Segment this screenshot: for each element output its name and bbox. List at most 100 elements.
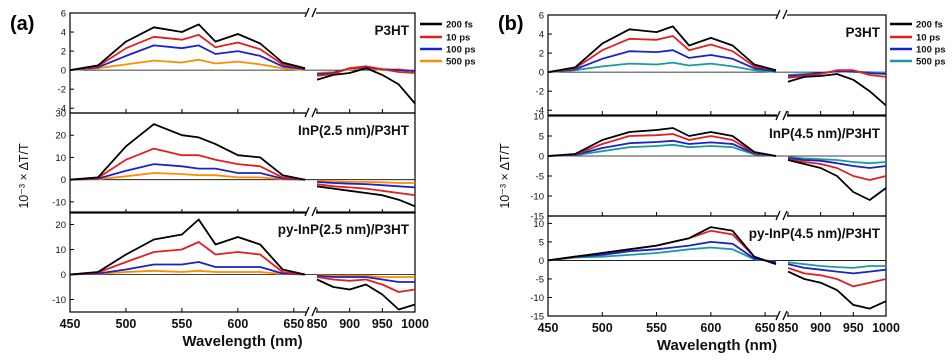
series-line-100-ps [547, 49, 777, 73]
x-tick-label: 600 [227, 317, 248, 331]
y-tick-label: 20 [55, 131, 66, 142]
series-line-10-ps [787, 158, 887, 181]
axis-break-mark [775, 110, 781, 121]
axis-break-mark [782, 110, 788, 121]
series-line-100-ps [787, 70, 887, 77]
x-tick-label: 650 [755, 321, 776, 335]
axis-break-mark [304, 7, 310, 18]
axis-break-mark [304, 306, 310, 317]
y-tick-label: 30 [55, 109, 66, 120]
axis-break-mark [304, 206, 310, 217]
y-tick-label: 2 [61, 47, 66, 58]
axis-break-mark [311, 206, 317, 217]
subplot-frame [69, 112, 416, 214]
legend-label: 500 ps [916, 57, 946, 68]
series-line-500-ps [547, 61, 777, 73]
axis-break-mark [782, 210, 788, 221]
panel-b: (b) 10⁻³ × ΔT/T 6 4 2 0 -2 -4 P3HT 10 5 0 -5 -10 -15 In… [498, 9, 946, 354]
y-tick-label: -10 [530, 192, 544, 203]
x-tick-label: 950 [843, 321, 864, 335]
x-tick-label: 850 [307, 317, 328, 331]
series-line-500-ps [69, 58, 306, 71]
x-tick-label: 850 [778, 321, 799, 335]
y-tick-label: -2 [536, 87, 544, 98]
series-line-500-ps [547, 246, 777, 263]
panel-letter: (a) [10, 13, 34, 35]
x-tick-label: 500 [592, 321, 613, 335]
axis-break-mark [775, 310, 781, 321]
axis-break-mask [777, 312, 787, 320]
x-tick-label: 900 [339, 317, 360, 331]
legend-label: 100 ps [446, 45, 476, 56]
legend-label: 500 ps [446, 57, 476, 68]
y-tick-label: 0 [61, 270, 66, 281]
series-line-10-ps [69, 34, 306, 71]
axis-break-mark [782, 310, 788, 321]
series-line-500-ps [316, 274, 415, 278]
y-tick-label: -15 [530, 312, 544, 323]
series-line-200-fs [787, 270, 887, 310]
y-tick-label: 0 [539, 152, 544, 163]
y-tick-label: 6 [539, 11, 544, 22]
subplot-title: py-InP(4.5 nm)/P3HT [749, 226, 881, 241]
series-line-10-ps [787, 267, 887, 288]
series-line-200-fs [547, 25, 777, 73]
y-tick-label: 5 [539, 237, 544, 248]
series-line-10-ps [316, 276, 416, 293]
axis-break-mark [311, 7, 317, 18]
y-tick-label: -2 [58, 85, 66, 96]
series-line-500-ps [69, 172, 306, 181]
x-axis-title: Wavelength (nm) [182, 333, 302, 350]
series-line-10-ps [316, 183, 416, 197]
subplot-title: py-InP(2.5 nm)/P3HT [278, 222, 410, 237]
x-tick-label: 600 [700, 321, 721, 335]
y-tick-label: 10 [533, 219, 544, 230]
series-line-200-fs [316, 67, 416, 105]
subplot-3: 20 10 0 -10 py-InP(2.5 nm)/P3HT [52, 206, 416, 317]
axis-break-mark [782, 9, 788, 20]
subplot-frame [547, 14, 887, 116]
y-tick-label: -15 [530, 212, 544, 223]
axis-break-mask [306, 9, 316, 17]
subplot-title: P3HT [845, 25, 880, 40]
axis-break-mark [311, 306, 317, 317]
y-axis-label: 10⁻³ × ΔT/T [17, 143, 31, 209]
series-line-100-ps [547, 139, 777, 157]
subplot-2: 30 20 10 0 -10 InP(2.5 nm)/P3HT [52, 107, 416, 214]
y-tick-label: 5 [539, 132, 544, 143]
x-tick-label: 450 [538, 321, 559, 335]
series-line-10-ps [547, 133, 777, 157]
subplot-title: P3HT [374, 23, 409, 38]
series-line-100-ps [69, 163, 306, 181]
series-line-100-ps [787, 157, 887, 169]
y-tick-label: 0 [539, 68, 544, 79]
subplot-3: 10 5 0 -5 -10 -15 py-InP(4.5 nm)/P3HT [530, 210, 887, 323]
y-tick-label: 6 [61, 9, 66, 20]
series-line-500-ps [69, 269, 306, 276]
axis-break-mark [311, 107, 317, 118]
subplot-1: 6 4 2 0 -2 -4 P3HT [58, 7, 416, 115]
x-tick-label: 1000 [872, 321, 900, 335]
y-tick-label: 10 [55, 245, 66, 256]
x-tick-label: 900 [810, 321, 831, 335]
series-line-100-ps [69, 261, 306, 276]
subplot-title: InP(4.5 nm)/P3HT [769, 126, 881, 141]
y-tick-label: -10 [530, 293, 544, 304]
y-tick-label: -4 [58, 104, 66, 115]
axis-break-mark [775, 9, 781, 20]
series-line-100-ps [787, 263, 887, 275]
y-tick-label: 4 [539, 30, 544, 41]
y-tick-label: 10 [55, 153, 66, 164]
series-line-200-fs [547, 226, 777, 265]
x-tick-label: 500 [116, 317, 137, 331]
legend-label: 10 ps [446, 33, 470, 44]
y-tick-label: 10 [533, 112, 544, 123]
y-axis-label: 10⁻³ × ΔT/T [498, 143, 512, 209]
series-line-100-ps [316, 274, 415, 283]
axis-break-mask [777, 212, 787, 220]
subplot-1: 6 4 2 0 -2 -4 P3HT [536, 9, 887, 117]
series-line-10-ps [547, 229, 777, 265]
series-line-10-ps [69, 147, 306, 181]
series-line-10-ps [547, 35, 777, 73]
